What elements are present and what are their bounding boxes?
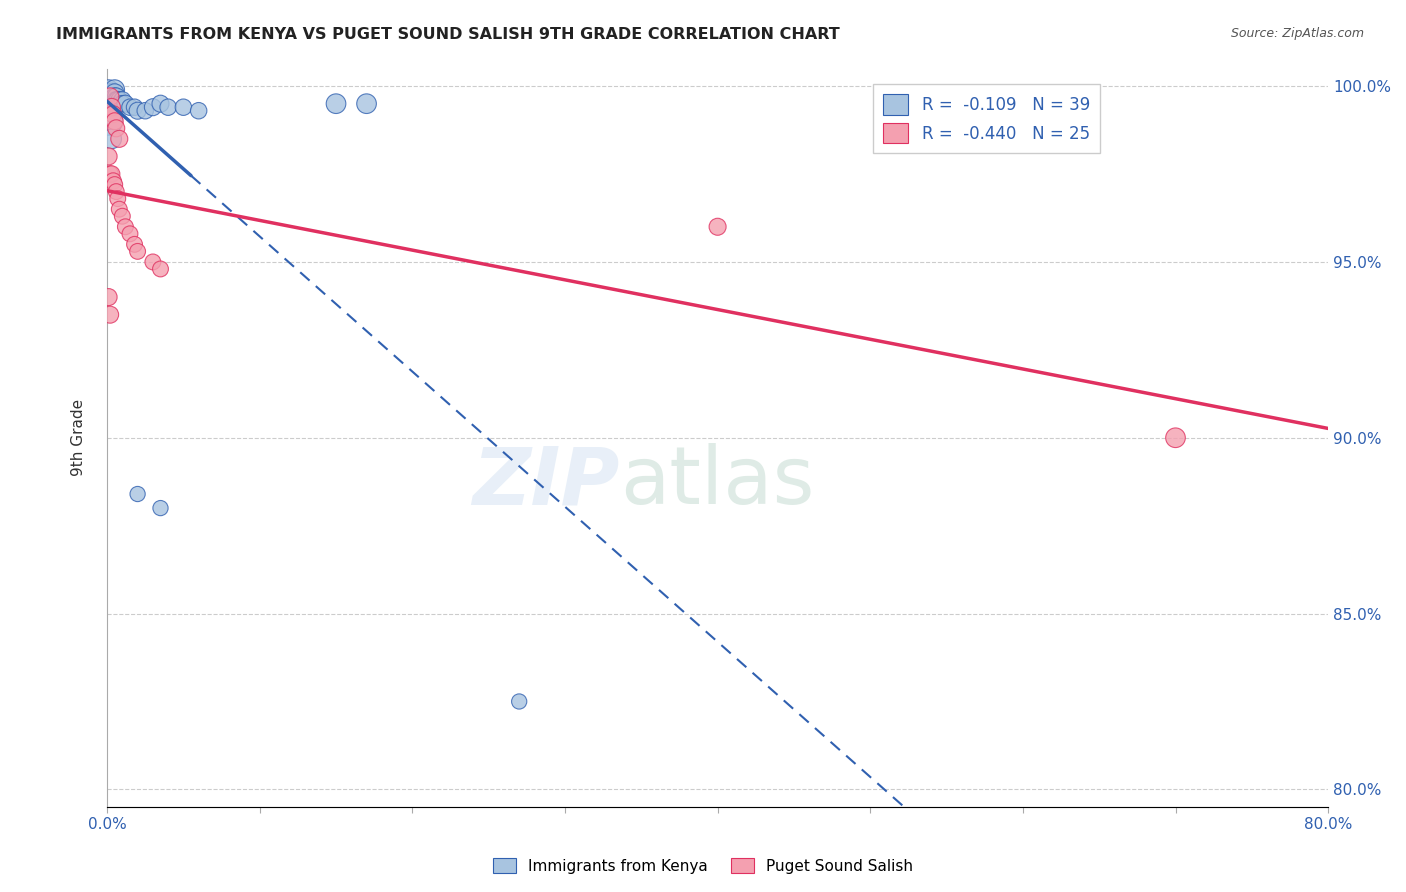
Point (105, 121, 128, 136)
Point (111, 209, 134, 223)
Point (104, 86, 127, 100)
Point (104, 178, 127, 192)
Point (114, 96, 136, 111)
Point (149, 501, 172, 516)
Y-axis label: 9th Grade: 9th Grade (72, 400, 86, 476)
Point (105, 185, 128, 199)
Point (104, 82, 127, 96)
Point (108, 132, 131, 146)
Point (127, 103, 149, 118)
Point (118, 100, 141, 114)
Point (107, 192, 129, 206)
Point (98, 86, 121, 100)
Text: Source: ZipAtlas.com: Source: ZipAtlas.com (1230, 27, 1364, 40)
Point (100, 100, 122, 114)
Point (149, 96, 172, 111)
Point (107, 93, 129, 107)
Point (108, 93, 131, 107)
Point (187, 103, 209, 118)
Point (107, 96, 129, 111)
Point (97, 290, 120, 304)
Point (114, 219, 136, 234)
Point (124, 100, 146, 114)
Point (118, 227, 141, 241)
Point (98, 89, 121, 103)
Point (149, 262, 172, 277)
Point (104, 93, 127, 107)
Point (134, 103, 156, 118)
Point (105, 93, 128, 107)
Point (110, 96, 132, 111)
Point (97, 114, 120, 128)
Point (111, 93, 134, 107)
Point (101, 86, 124, 100)
Point (98, 308, 121, 322)
Point (100, 132, 122, 146)
Point (157, 100, 180, 114)
Point (101, 93, 124, 107)
Point (108, 96, 131, 111)
Point (124, 237, 146, 252)
Point (706, 219, 728, 234)
Point (101, 174, 124, 188)
Point (98, 167, 121, 181)
Point (325, 96, 347, 111)
Text: IMMIGRANTS FROM KENYA VS PUGET SOUND SALISH 9TH GRADE CORRELATION CHART: IMMIGRANTS FROM KENYA VS PUGET SOUND SAL… (56, 27, 839, 42)
Text: ZIP: ZIP (472, 443, 620, 521)
Point (127, 244, 149, 259)
Point (142, 255, 165, 269)
Point (111, 96, 134, 111)
Point (508, 694, 530, 708)
Point (127, 487, 149, 501)
Point (108, 202, 131, 217)
Point (356, 96, 378, 111)
Point (104, 114, 127, 128)
Point (97, 149, 120, 163)
Point (98, 89, 121, 103)
Point (100, 89, 122, 103)
Point (100, 167, 122, 181)
Point (101, 107, 124, 121)
Point (100, 86, 122, 100)
Text: atlas: atlas (620, 443, 814, 521)
Point (97, 82, 120, 96)
Point (100, 93, 122, 107)
Legend: Immigrants from Kenya, Puget Sound Salish: Immigrants from Kenya, Puget Sound Salis… (486, 852, 920, 880)
Point (104, 89, 127, 103)
Point (142, 100, 165, 114)
Point (101, 89, 124, 103)
Point (172, 100, 194, 114)
Point (105, 89, 128, 103)
Legend: R =  -0.109   N = 39, R =  -0.440   N = 25: R = -0.109 N = 39, R = -0.440 N = 25 (873, 84, 1099, 153)
Point (1164, 431, 1187, 445)
